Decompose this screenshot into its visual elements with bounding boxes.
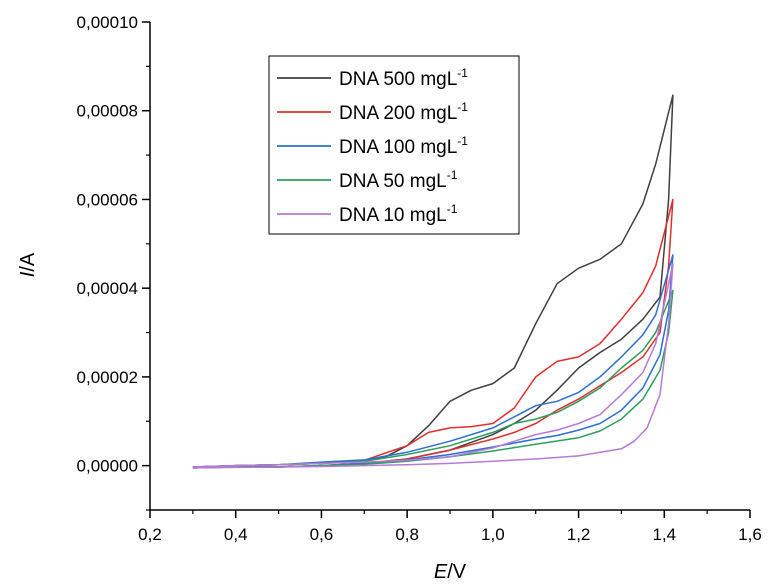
legend-box [268, 55, 520, 235]
x-tick-label: 1,6 [738, 525, 762, 544]
legend-label: DNA 10 mgL-1 [339, 202, 458, 226]
x-axis-title-unit: /V [447, 561, 467, 583]
y-tick-label: 0,00010 [77, 13, 138, 32]
y-tick-label: 0,00004 [77, 279, 138, 298]
legend-label: DNA 100 mgL-1 [339, 134, 468, 158]
y-tick-label: 0,00002 [77, 368, 138, 387]
x-tick-label: 0,4 [224, 525, 248, 544]
series-line-5 [192, 263, 674, 469]
x-tick-label: 0,2 [138, 525, 162, 544]
series-line-3 [192, 254, 674, 469]
axes: 0,2 0,4 0,6 0,8 1,0 1,2 1,4 1,6 0,000000,000020… [77, 13, 762, 544]
y-axis-title-symbol: I [17, 271, 39, 277]
x-tick-label: 1,4 [652, 525, 676, 544]
x-axis-ticks: 0,2 0,4 0,6 0,8 1,0 1,2 1,4 1,6 [138, 510, 762, 544]
y-axis-title: I/A [17, 252, 39, 277]
x-axis-title: E/V [434, 561, 467, 583]
y-axis-ticks: 0,00000 0,00002 0,00004 0,00006 0,00008 0,000… [77, 13, 150, 511]
x-tick-label: 1,0 [481, 525, 505, 544]
x-tick-label: 0,8 [395, 525, 419, 544]
y-axis-title-unit: /A [17, 252, 39, 272]
y-tick-label: 0,00000 [77, 457, 138, 476]
legend-label: DNA 200 mgL-1 [339, 100, 468, 124]
x-axis-title-symbol: E [434, 561, 448, 583]
series-line-4 [192, 289, 674, 469]
legend-label: DNA 500 mgL-1 [339, 66, 468, 90]
x-tick-label: 1,2 [567, 525, 591, 544]
legend: DNA 500 mgL-1 DNA 200 mgL-1 DNA 100 mgL-1 D… [268, 55, 520, 235]
series-line-2 [192, 198, 674, 469]
y-tick-label: 0,00006 [77, 190, 138, 209]
y-tick-label: 0,00008 [77, 102, 138, 121]
x-tick-label: 0,6 [310, 525, 334, 544]
legend-label: DNA 50 mgL-1 [339, 168, 458, 192]
plot-area [192, 94, 674, 469]
